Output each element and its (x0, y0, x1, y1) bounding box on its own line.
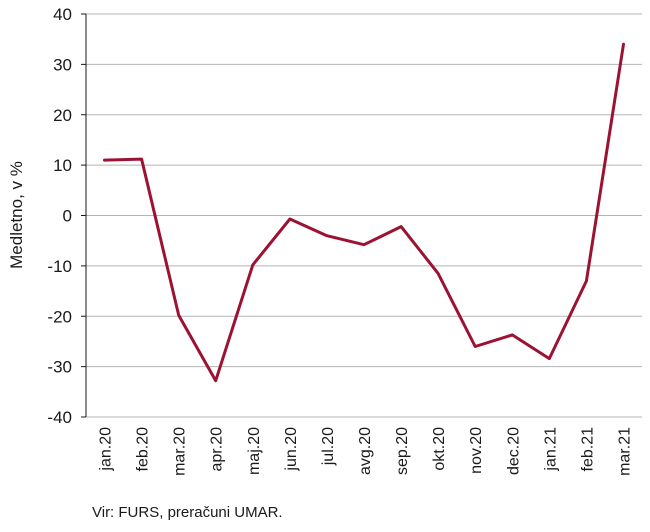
y-grid (81, 13, 642, 418)
y-tick-label: -30 (47, 358, 72, 377)
y-tick-label: -10 (47, 257, 72, 276)
x-tick-label: feb.20 (135, 427, 152, 472)
y-tick-label: -40 (47, 408, 72, 427)
y-tick-label: 30 (53, 55, 72, 74)
x-tick-label: dec.20 (505, 427, 522, 475)
x-tick-label: apr.20 (209, 427, 226, 472)
x-tick-label: mar.21 (616, 427, 633, 476)
x-tick-label: feb.21 (579, 427, 596, 472)
y-tick-label: 20 (53, 106, 72, 125)
x-tick-label: nov.20 (468, 427, 485, 474)
source-note: Vir: FURS, preračuni UMAR. (92, 504, 283, 521)
x-tick-label: jul.20 (320, 427, 337, 466)
y-tick-label: 10 (53, 156, 72, 175)
x-tick-label: mar.20 (172, 427, 189, 476)
y-tick-labels: -40 -30 -20 -10 0 10 20 30 40 (47, 5, 72, 427)
y-axis-label: Medletno, v % (7, 161, 26, 269)
y-tick-label: -20 (47, 307, 72, 326)
x-tick-label: jan.20 (98, 427, 115, 472)
x-tick-label: sep.20 (394, 427, 411, 475)
x-tick-label: maj.20 (246, 427, 263, 475)
x-tick-labels: jan.20 feb.20 mar.20 apr.20 maj.20 jun.20 jul.… (98, 427, 634, 476)
y-tick-label: 40 (53, 5, 72, 24)
series-line (103, 42, 625, 383)
x-tick-label: avg.20 (357, 427, 374, 475)
x-tick-label: jun.20 (283, 427, 300, 472)
x-tick-label: jan.21 (542, 427, 559, 472)
y-tick-label: 0 (63, 207, 72, 226)
x-tick-label: okt.20 (431, 427, 448, 471)
series-layer (103, 42, 625, 383)
